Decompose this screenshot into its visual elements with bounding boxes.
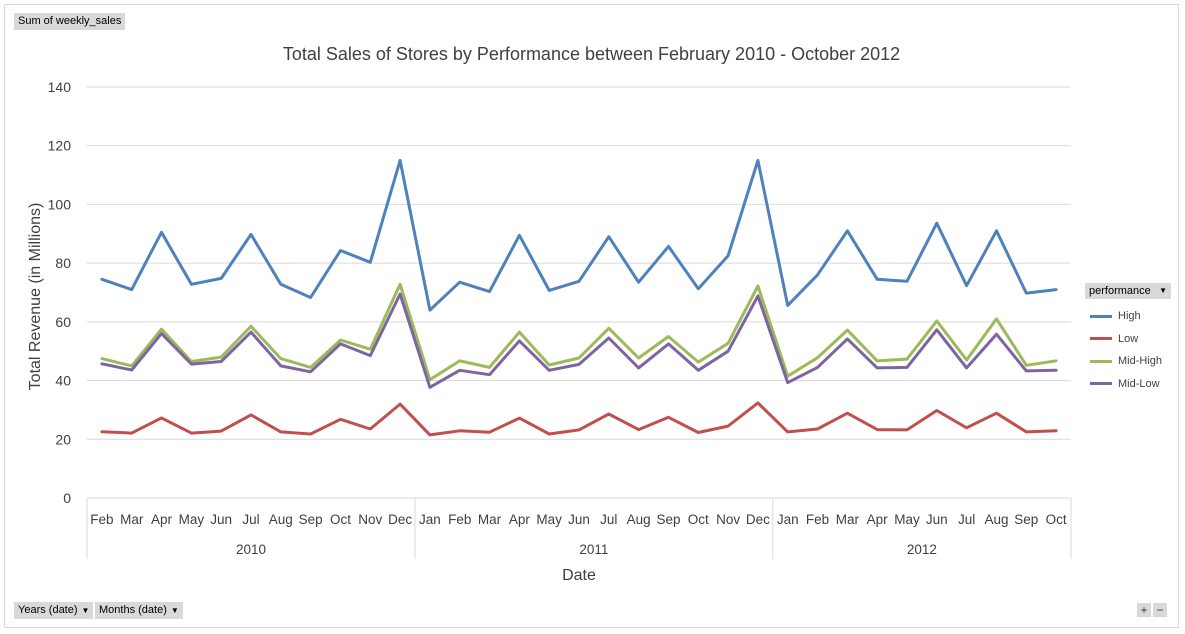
chart-frame bbox=[4, 4, 1179, 628]
group-label: 2012 bbox=[907, 542, 937, 557]
legend: performance ▼ High Low Mid-High Mid-Low bbox=[1085, 283, 1171, 395]
x-tick-label: Jun bbox=[210, 512, 232, 527]
legend-field-button[interactable]: performance ▼ bbox=[1085, 283, 1171, 299]
y-tick-label: 0 bbox=[63, 490, 71, 506]
x-tick-label: Jan bbox=[419, 512, 441, 527]
legend-item: Mid-Low bbox=[1085, 373, 1171, 396]
x-tick-label: Feb bbox=[90, 512, 113, 527]
x-tick-label: Sep bbox=[299, 512, 323, 527]
value-field-button[interactable]: Sum of weekly_sales bbox=[14, 13, 126, 30]
x-tick-label: Oct bbox=[1046, 512, 1067, 527]
legend-item: Mid-High bbox=[1085, 350, 1171, 373]
x-tick-label: Mar bbox=[478, 512, 502, 527]
chart-title: Total Sales of Stores by Performance bet… bbox=[282, 44, 901, 64]
legend-swatch bbox=[1090, 337, 1112, 341]
y-tick-label: 40 bbox=[55, 373, 71, 389]
x-tick-label: Feb bbox=[806, 512, 829, 527]
y-tick-label: 80 bbox=[55, 255, 71, 271]
years-date-label: Years (date) bbox=[18, 604, 78, 616]
expand-button[interactable]: + bbox=[1137, 603, 1151, 617]
x-tick-label: Jan bbox=[777, 512, 799, 527]
x-tick-label: Mar bbox=[120, 512, 144, 527]
legend-label: High bbox=[1118, 310, 1141, 323]
x-tick-label: Dec bbox=[746, 512, 770, 527]
x-tick-label: Oct bbox=[688, 512, 709, 527]
legend-label: Mid-High bbox=[1118, 355, 1163, 368]
x-tick-label: Sep bbox=[1014, 512, 1038, 527]
x-tick-label: Sep bbox=[656, 512, 680, 527]
legend-label: Mid-Low bbox=[1118, 377, 1160, 390]
legend-item: Low bbox=[1085, 328, 1171, 351]
dropdown-arrow-icon: ▼ bbox=[170, 606, 179, 615]
series-line-mid-high bbox=[100, 282, 1058, 382]
collapse-button[interactable]: − bbox=[1153, 603, 1167, 617]
x-tick-label: Jun bbox=[568, 512, 590, 527]
legend-swatch bbox=[1090, 314, 1112, 318]
x-tick-label: Dec bbox=[388, 512, 412, 527]
group-label: 2011 bbox=[579, 542, 608, 557]
x-tick-label: Jul bbox=[600, 512, 617, 527]
x-tick-label: Jul bbox=[958, 512, 975, 527]
series-line-mid-low bbox=[100, 292, 1058, 389]
x-tick-label: Jun bbox=[926, 512, 948, 527]
years-date-button[interactable]: Years (date) ▼ bbox=[14, 602, 94, 619]
x-tick-label: May bbox=[179, 512, 205, 527]
legend-swatch bbox=[1090, 382, 1112, 386]
x-tick-label: Apr bbox=[509, 512, 531, 527]
x-tick-label: Jul bbox=[242, 512, 259, 527]
legend-item: High bbox=[1085, 305, 1171, 328]
dropdown-arrow-icon: ▼ bbox=[1159, 286, 1167, 295]
dropdown-arrow-icon: ▼ bbox=[81, 606, 90, 615]
x-tick-label: May bbox=[536, 512, 562, 527]
x-tick-label: Nov bbox=[716, 512, 740, 527]
y-axis-title: Total Revenue (in Millions) bbox=[27, 203, 44, 391]
months-date-button[interactable]: Months (date) ▼ bbox=[95, 602, 183, 619]
x-tick-label: Aug bbox=[269, 512, 293, 527]
x-tick-label: Aug bbox=[984, 512, 1008, 527]
months-date-label: Months (date) bbox=[99, 604, 167, 616]
x-tick-label: May bbox=[894, 512, 920, 527]
series-line-low bbox=[100, 401, 1058, 437]
x-tick-label: Apr bbox=[867, 512, 889, 527]
legend-swatch bbox=[1090, 359, 1112, 363]
y-tick-label: 20 bbox=[55, 431, 71, 447]
x-axis-title: Date bbox=[562, 567, 596, 584]
x-tick-label: Apr bbox=[151, 512, 173, 527]
legend-field-label: performance bbox=[1089, 285, 1151, 297]
series-line-high bbox=[100, 158, 1058, 312]
x-tick-label: Oct bbox=[330, 512, 351, 527]
x-tick-label: Mar bbox=[836, 512, 860, 527]
group-label: 2010 bbox=[236, 542, 266, 557]
y-tick-label: 140 bbox=[48, 79, 72, 95]
y-tick-label: 120 bbox=[48, 138, 72, 154]
legend-label: Low bbox=[1118, 332, 1139, 345]
x-tick-label: Nov bbox=[358, 512, 382, 527]
x-tick-label: Feb bbox=[448, 512, 471, 527]
y-tick-label: 100 bbox=[48, 196, 72, 212]
y-tick-label: 60 bbox=[55, 314, 71, 330]
x-tick-label: Aug bbox=[627, 512, 651, 527]
